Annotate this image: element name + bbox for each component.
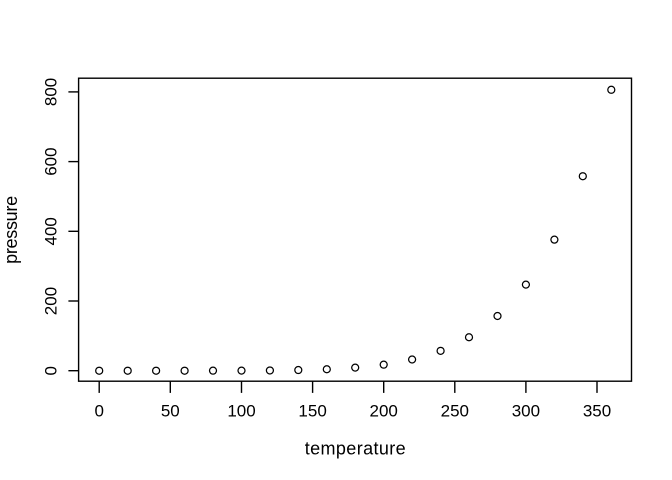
svg-text:600: 600	[41, 147, 60, 175]
svg-text:400: 400	[41, 217, 60, 245]
svg-text:150: 150	[298, 402, 326, 421]
svg-text:0: 0	[41, 366, 60, 375]
svg-text:0: 0	[94, 402, 103, 421]
svg-text:300: 300	[512, 402, 540, 421]
svg-text:temperature: temperature	[305, 438, 406, 458]
svg-text:250: 250	[441, 402, 469, 421]
svg-text:800: 800	[41, 78, 60, 106]
svg-text:50: 50	[161, 402, 180, 421]
svg-text:200: 200	[370, 402, 398, 421]
svg-text:100: 100	[227, 402, 255, 421]
svg-text:200: 200	[41, 287, 60, 315]
svg-text:pressure: pressure	[1, 196, 21, 264]
svg-text:350: 350	[583, 402, 611, 421]
